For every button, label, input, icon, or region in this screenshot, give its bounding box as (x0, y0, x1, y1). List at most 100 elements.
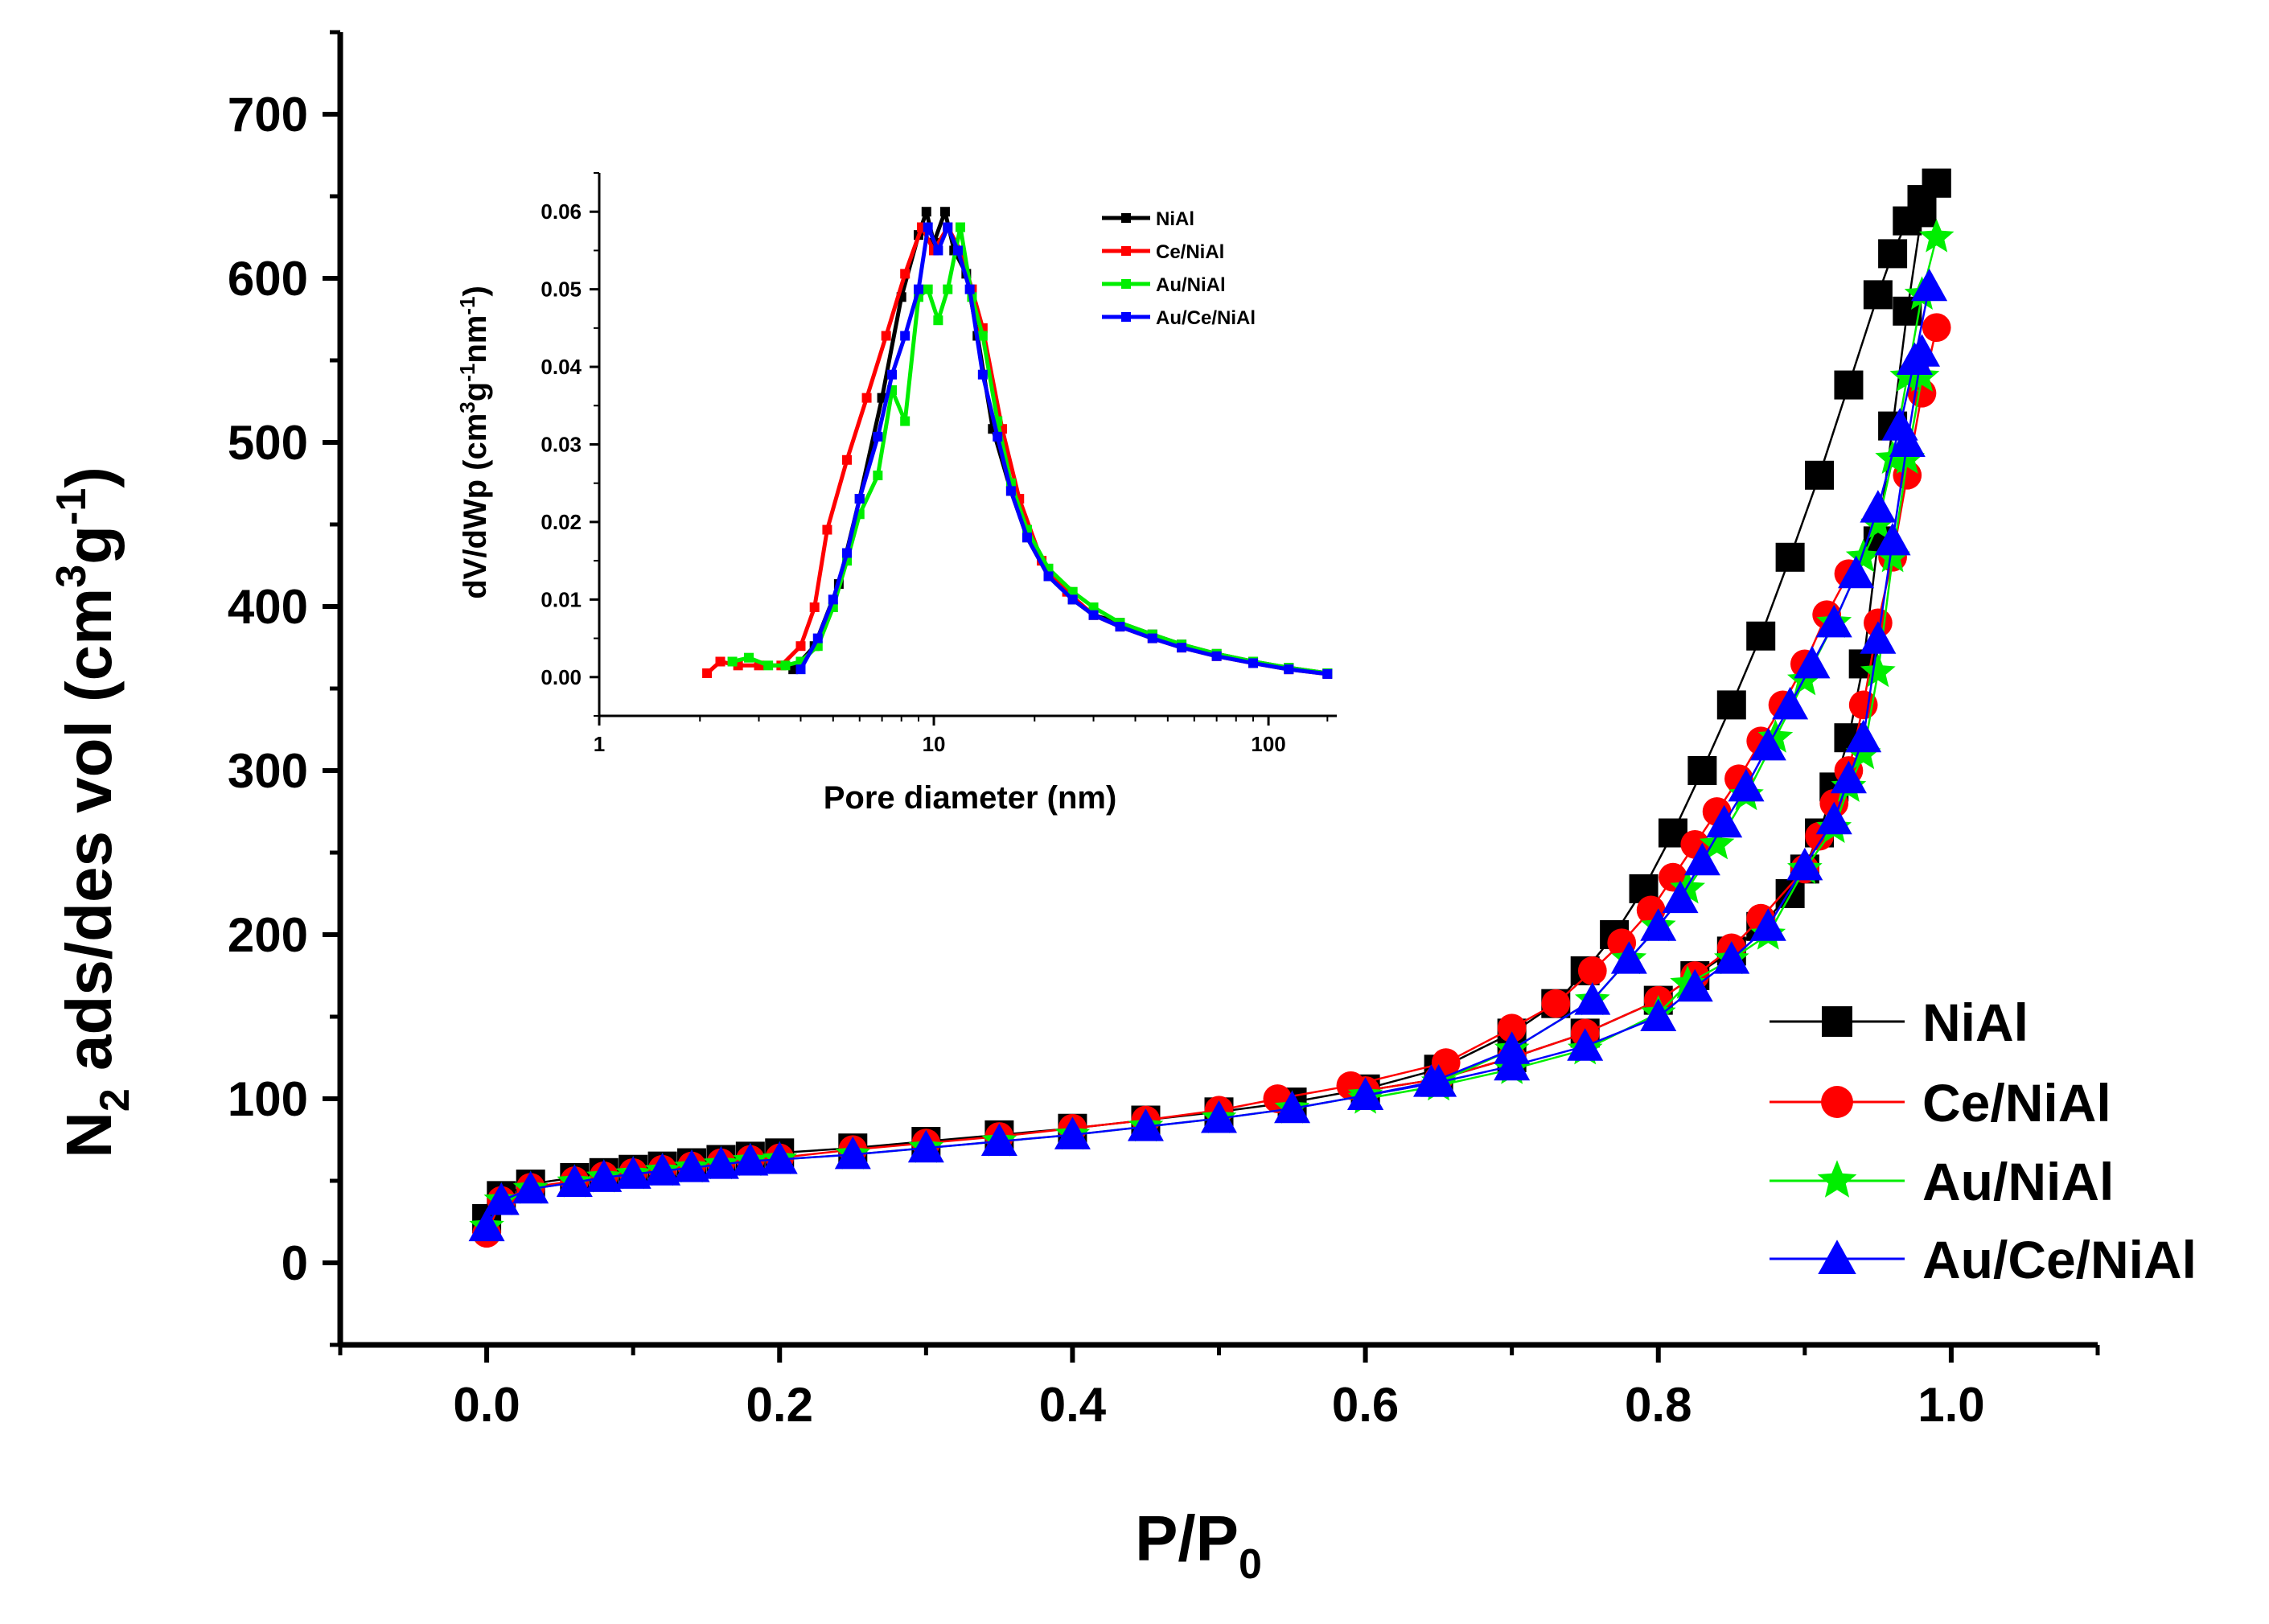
main-data-point (1834, 370, 1864, 400)
inset-legend-marker (1121, 312, 1131, 322)
main-legend-item: NiAl (1770, 993, 2029, 1052)
main-y-axis-title-superscript: 3 (48, 565, 95, 588)
main-data-point (1610, 941, 1647, 974)
inset-y-axis-title-part: ) (458, 286, 493, 296)
main-data-point (1911, 268, 1948, 302)
main-data-point (1746, 621, 1776, 651)
inset-data-point (809, 602, 820, 612)
main-x-axis-title-subscript: 0 (1239, 1541, 1262, 1588)
main-data-point (1775, 542, 1805, 572)
main-data-point (673, 1149, 710, 1182)
inset-y-tick-label: 0.04 (541, 355, 582, 379)
main-y-tick-label: 200 (228, 908, 308, 962)
inset-data-point (977, 331, 988, 341)
main-x-tick-label: 0.0 (453, 1378, 520, 1432)
main-data-point (1541, 989, 1571, 1018)
main-series (468, 168, 1955, 1248)
main-data-point (732, 1143, 769, 1176)
main-data-point (907, 1129, 944, 1163)
main-data-point (468, 1208, 505, 1242)
main-data-point (586, 1159, 623, 1192)
inset-series-line (732, 225, 1328, 676)
inset-data-point (1067, 594, 1078, 605)
main-y-axis-title: N2 ads/des vol (cm3g-1) (48, 467, 138, 1158)
inset-legend-item: Au/Ce/NiAl (1102, 307, 1256, 329)
main-data-point (1860, 506, 1896, 540)
main-data-point (1687, 756, 1717, 785)
main-series-au-nial (469, 219, 1955, 1242)
main-legend-marker (1817, 1160, 1857, 1198)
inset-data-point (1147, 633, 1157, 643)
inset-y-axis-title-superscript: -1 (455, 297, 479, 315)
inset-y-axis-title-part: nm (458, 315, 493, 364)
main-legend-marker (1818, 1240, 1856, 1274)
inset-data-point (763, 660, 774, 671)
main-y-axis-title-subscript: 2 (92, 1088, 138, 1112)
inset-data-point (842, 548, 853, 558)
main-data-point (1713, 941, 1750, 974)
main-data-point (615, 1156, 652, 1189)
main-x-tick-label: 1.0 (1918, 1378, 1984, 1432)
main-legend-marker (1821, 1086, 1853, 1118)
main-data-point (1889, 440, 1926, 474)
main-data-point (1676, 968, 1713, 1002)
inset-legend-item: Au/NiAl (1102, 274, 1226, 296)
main-data-point (1830, 760, 1867, 794)
main-data-point (1907, 198, 1937, 228)
main-legend-item: Au/NiAl (1770, 1152, 2114, 1211)
main-x-tick-label: 0.2 (746, 1378, 813, 1432)
inset-data-point (795, 641, 806, 652)
inset-data-point (702, 668, 713, 678)
inset-x-tick-label: 10 (923, 732, 946, 756)
inset-legend-marker (1121, 246, 1131, 256)
main-data-point (483, 1182, 520, 1215)
main-data-point (1772, 686, 1809, 720)
inset-data-point (943, 222, 953, 232)
main-y-axis-title-superscript: -1 (48, 488, 95, 525)
main-data-point (1640, 998, 1677, 1031)
inset-series-au-ce-nial (795, 222, 1333, 679)
main-data-point (1347, 1077, 1384, 1110)
main-data-point (1889, 424, 1926, 457)
inset-legend-marker (1121, 279, 1131, 289)
main-x-tick-label: 0.8 (1625, 1378, 1691, 1432)
inset-data-point (854, 494, 865, 504)
inset-data-point (923, 222, 933, 232)
inset-data-point (900, 331, 910, 341)
inset-data-point (1043, 571, 1054, 582)
inset-data-point (993, 431, 1003, 442)
inset-data-point (881, 331, 891, 341)
main-y-axis-title-part: ads/des vol (cm (53, 588, 125, 1088)
main-data-point (1875, 538, 1910, 573)
main-data-point (1577, 956, 1607, 985)
inset-y-tick-label: 0.00 (541, 665, 582, 689)
main-y-tick-label: 400 (228, 580, 308, 634)
inset-legend-marker (1121, 213, 1131, 223)
inset-series-line (705, 225, 1328, 676)
main-data-point (1567, 1028, 1604, 1061)
inset-data-point (933, 315, 943, 326)
inset-y-axis-title-superscript: -1 (455, 364, 479, 382)
main-data-point (702, 1146, 739, 1179)
main-data-point (1640, 908, 1677, 941)
inset-y-tick-label: 0.06 (541, 199, 582, 224)
main-data-point (1728, 768, 1765, 802)
main-data-point (1494, 1031, 1531, 1064)
inset-data-point (1088, 610, 1099, 620)
inset-data-point (842, 454, 853, 465)
main-data-point (1805, 460, 1835, 490)
main-legend-label: Ce/NiAl (1922, 1073, 2111, 1133)
main-data-point (1845, 719, 1882, 753)
inset-data-point (1005, 486, 1016, 496)
inset-data-point (933, 245, 943, 256)
main-series-line-desorption (1365, 352, 1923, 1097)
inset-y-tick-label: 0.05 (541, 278, 582, 302)
main-data-point (1127, 1108, 1164, 1141)
main-data-point (1706, 804, 1743, 838)
main-y-tick-label: 500 (228, 416, 308, 470)
inset-data-point (795, 664, 806, 675)
inset-legend-label: Au/Ce/NiAl (1156, 307, 1256, 329)
main-x-tick-label: 0.6 (1332, 1378, 1399, 1432)
inset-data-point (812, 633, 823, 643)
main-data-point (1918, 219, 1955, 253)
